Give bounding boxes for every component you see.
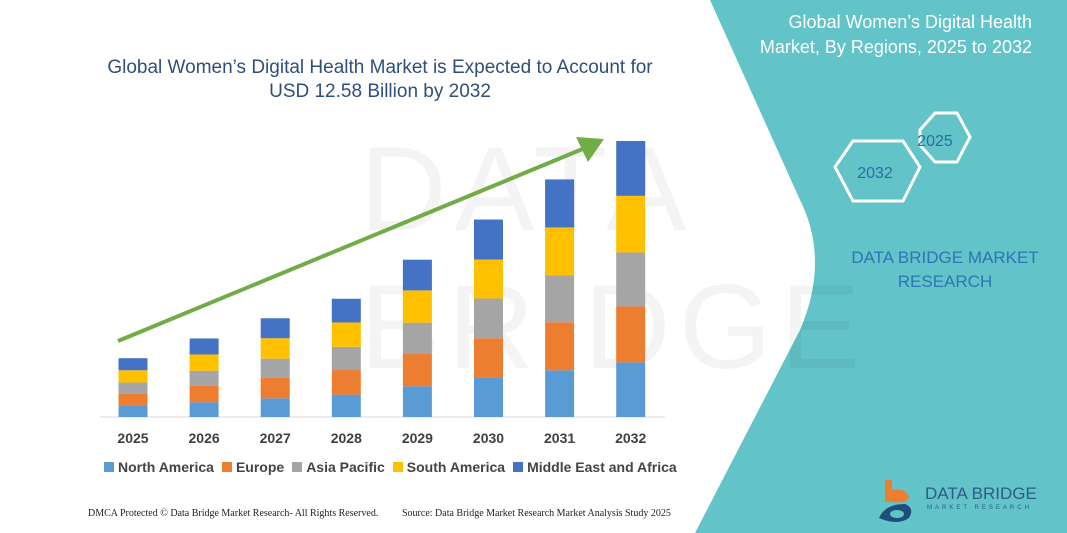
copyright-text: DMCA Protected © Data Bridge Market Rese… (88, 508, 379, 519)
legend-swatch (392, 462, 403, 472)
hexagon-2025 (918, 111, 972, 164)
legend-label: South America (406, 459, 506, 475)
bar-segment-2026-asia-pacific (189, 370, 219, 386)
bar-segment-2028-north-america (331, 394, 361, 417)
stacked-bar-chart: 2025 2026 2027 2028 2029 2030 2031 2032 (100, 137, 665, 446)
legend-swatch (221, 462, 232, 472)
chart-title: Global Women’s Digital Health Market is … (90, 56, 670, 104)
bar-segment-2029-north-america (402, 386, 432, 417)
side-title-line-2: Market, By Regions, 2025 to 2032 (759, 37, 1032, 57)
x-tick-label-2029: 2029 (402, 430, 433, 446)
bar-segment-2028-europe (331, 370, 361, 395)
legend-item-europe: Europe (221, 459, 285, 475)
bar-segment-2031-south-america (545, 227, 575, 276)
bar-segment-2031-middle-east-and-africa (545, 179, 575, 228)
legend-swatch (104, 462, 114, 472)
bar-segment-2029-south-america (402, 290, 432, 323)
bar-segment-2027-europe (260, 377, 290, 399)
logo-name: DATA BRIDGE (925, 484, 1037, 503)
bar-segment-2026-europe (189, 385, 219, 403)
bar-segment-2028-south-america (331, 322, 361, 347)
brand-line-1: DATA BRIDGE MARKET (851, 248, 1039, 267)
side-title-line-1: Global Women’s Digital Health (788, 12, 1032, 32)
bar-segment-2027-middle-east-and-africa (260, 318, 290, 339)
bar-segment-2031-north-america (545, 370, 575, 417)
legend-swatch (292, 462, 303, 472)
title-line-1: Global Women’s Digital Health Market is … (107, 57, 653, 78)
logo-tagline: MARKET RESEARCH (927, 505, 1032, 511)
x-tick-label-2031: 2031 (544, 430, 575, 446)
bar-segment-2030-north-america (474, 377, 503, 417)
bar-segment-2025-middle-east-and-africa (118, 358, 148, 371)
x-tick-label-2025: 2025 (117, 430, 148, 446)
bar-segment-2025-europe (118, 393, 148, 406)
trend-arrow-shaft (117, 146, 586, 343)
bar-segment-2032-europe (616, 306, 646, 363)
legend-label: Europe (235, 459, 285, 475)
bar-segment-2026-north-america (189, 402, 219, 417)
x-tick-label-2030: 2030 (473, 430, 504, 446)
legend-label: North America (118, 459, 214, 475)
trend-arrow-head (576, 137, 604, 162)
bar-segment-2026-middle-east-and-africa (189, 338, 219, 355)
bar-segment-2031-asia-pacific (545, 275, 575, 323)
x-tick-label-2026: 2026 (189, 430, 220, 446)
bar-segment-2030-asia-pacific (474, 298, 503, 339)
legend-item-north-america: North America (104, 459, 214, 475)
bar-segment-2027-south-america (260, 338, 290, 359)
bar-segment-2025-south-america (118, 370, 148, 383)
hexagon-2032-label: 2032 (857, 165, 893, 182)
bar-segment-2028-asia-pacific (331, 346, 361, 371)
x-tick-label-2028: 2028 (331, 430, 362, 446)
legend-item-south-america: South America (392, 459, 506, 475)
title-line-2: USD 12.58 Billion by 2032 (269, 81, 491, 102)
side-panel (695, 0, 1067, 533)
bar-segment-2028-middle-east-and-africa (331, 298, 361, 323)
bar-segment-2029-middle-east-and-africa (402, 259, 432, 291)
bar-segment-2029-asia-pacific (402, 322, 432, 355)
x-tick-label-2027: 2027 (260, 430, 291, 446)
trend-arrow (117, 137, 604, 343)
bar-segment-2032-asia-pacific (616, 252, 646, 307)
legend-label: Asia Pacific (306, 459, 385, 475)
legend: North America Europe Asia Pacific South Ame… (104, 459, 677, 475)
bar-segment-2030-middle-east-and-africa (474, 219, 503, 260)
bar-segment-2029-europe (402, 354, 432, 387)
bar-segment-2025-north-america (118, 405, 148, 417)
hexagon-badges: 2025 2032 (833, 111, 972, 203)
source-text: Source: Data Bridge Market Research Mark… (402, 508, 671, 519)
bar-segment-2026-south-america (189, 354, 219, 371)
x-tick-label-2032: 2032 (615, 430, 646, 446)
legend-item-middle-east-and-africa: Middle East and Africa (513, 459, 677, 475)
hexagon-2032 (833, 139, 922, 203)
bar-segment-2031-europe (545, 322, 575, 371)
bar-segment-2025-asia-pacific (118, 382, 148, 394)
bar-segment-2032-middle-east-and-africa (616, 141, 646, 196)
bar-segment-2027-north-america (260, 398, 290, 417)
bar-segment-2030-europe (474, 338, 503, 378)
legend-label: Middle East and Africa (527, 459, 677, 475)
bar-segment-2030-south-america (474, 259, 503, 299)
brand-text: DATA BRIDGE MARKET RESEARCH (820, 246, 1067, 294)
bar-segment-2027-asia-pacific (260, 358, 290, 378)
brand-line-2: RESEARCH (897, 272, 993, 291)
legend-item-asia-pacific: Asia Pacific (292, 459, 385, 475)
bar-segment-2032-south-america (616, 195, 646, 253)
data-bridge-logo-icon (879, 480, 912, 522)
side-panel-title: Global Women’s Digital Health Market, By… (740, 10, 1032, 60)
legend-swatch (513, 462, 524, 472)
hexagon-2025-label: 2025 (917, 133, 953, 150)
bar-segment-2032-north-america (616, 362, 646, 417)
